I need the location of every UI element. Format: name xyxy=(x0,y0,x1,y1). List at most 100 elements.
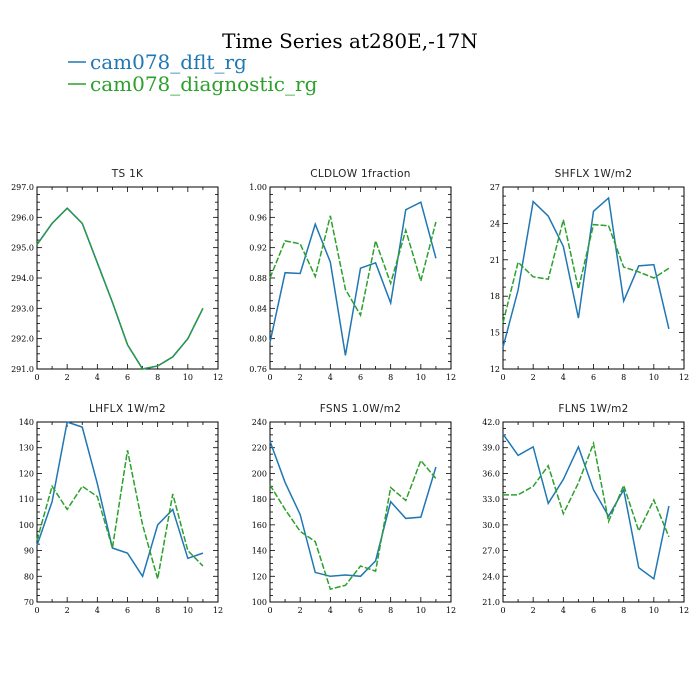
panel-title: CLDLOW 1fraction xyxy=(310,168,411,180)
y-tick-label: 120 xyxy=(252,572,267,581)
panel-title: LHFLX 1W/m2 xyxy=(89,403,166,415)
panel-4: LHFLX 1W/m2 0 2 4 6 8 10 12 70 80 90 100 110 120 130 14… xyxy=(19,403,223,615)
x-tick-label: 2 xyxy=(531,606,536,615)
x-tick-label: 10 xyxy=(649,606,659,615)
x-tick-label: 2 xyxy=(531,373,536,382)
x-tick-label: 6 xyxy=(358,373,363,382)
y-tick-label: 39.0 xyxy=(482,444,500,453)
y-tick-label: 296.0 xyxy=(11,213,34,222)
y-tick-label: 36.0 xyxy=(482,469,500,478)
y-tick-label: 18 xyxy=(490,292,500,301)
y-tick-label: 33.0 xyxy=(482,495,500,504)
x-tick-label: 8 xyxy=(388,373,393,382)
axes-frame xyxy=(36,186,219,370)
y-tick-label: 240 xyxy=(252,418,267,427)
x-tick-label: 8 xyxy=(155,606,160,615)
y-tick-label: 130 xyxy=(19,444,34,453)
y-tick-label: 80 xyxy=(24,572,34,581)
x-tick-label: 12 xyxy=(213,373,223,382)
x-tick-label: 12 xyxy=(679,373,689,382)
x-tick-label: 4 xyxy=(561,606,566,615)
series-line-dflt xyxy=(36,207,204,370)
x-tick-label: 4 xyxy=(328,606,333,615)
series-line-dflt xyxy=(269,441,437,578)
series-line-dflt xyxy=(502,433,670,581)
x-tick-label: 10 xyxy=(183,606,193,615)
y-tick-label: 292.0 xyxy=(11,335,34,344)
x-tick-label: 6 xyxy=(358,606,363,615)
y-tick-label: 294.0 xyxy=(11,274,34,283)
panel-title: TS 1K xyxy=(111,168,144,180)
y-tick-label: 0.88 xyxy=(249,274,267,283)
y-tick-label: 15 xyxy=(490,329,500,338)
y-tick-label: 1.00 xyxy=(249,183,267,192)
y-tick-label: 70 xyxy=(24,598,34,607)
y-tick-label: 24.0 xyxy=(482,572,500,581)
x-tick-label: 12 xyxy=(213,606,223,615)
x-tick-label: 2 xyxy=(298,606,303,615)
x-tick-label: 10 xyxy=(649,373,659,382)
y-tick-label: 110 xyxy=(19,495,34,504)
x-tick-label: 12 xyxy=(446,606,456,615)
y-tick-label: 0.84 xyxy=(249,304,267,313)
x-tick-label: 8 xyxy=(388,606,393,615)
x-tick-label: 2 xyxy=(298,373,303,382)
y-tick-label: 90 xyxy=(24,547,34,556)
panel-2: CLDLOW 1fraction 0 2 4 6 8 10 12 0.76 0.80 0.84 0.8… xyxy=(249,168,456,382)
panel-6: FLNS 1W/m2 0 2 4 6 8 10 12 21.0 24.0 27.0 30.0 33.0 3… xyxy=(482,403,689,615)
series-line-diagnostic xyxy=(269,459,437,591)
y-tick-label: 42.0 xyxy=(482,418,500,427)
y-tick-label: 100 xyxy=(252,598,267,607)
series-line-diagnostic xyxy=(36,207,204,370)
y-tick-label: 0.76 xyxy=(249,365,267,374)
legend-label-diagnostic: cam078_diagnostic_rg xyxy=(90,72,318,96)
y-tick-label: 30.0 xyxy=(482,521,500,530)
series-line-diagnostic xyxy=(269,215,437,318)
x-tick-label: 0 xyxy=(34,606,39,615)
x-tick-label: 10 xyxy=(416,373,426,382)
y-tick-label: 27.0 xyxy=(482,547,500,556)
y-tick-label: 0.80 xyxy=(249,335,267,344)
y-tick-label: 295.0 xyxy=(11,244,34,253)
y-tick-label: 291.0 xyxy=(11,365,34,374)
series-line-dflt xyxy=(269,201,437,356)
y-tick-label: 21 xyxy=(490,256,500,265)
y-tick-label: 27 xyxy=(490,183,500,192)
y-tick-label: 0.96 xyxy=(249,213,267,222)
legend: cam078_dflt_rg cam078_diagnostic_rg xyxy=(68,50,318,96)
axes-frame xyxy=(36,421,219,603)
x-tick-label: 6 xyxy=(125,373,130,382)
y-tick-label: 140 xyxy=(252,547,267,556)
panel-title: SHFLX 1W/m2 xyxy=(555,168,633,180)
x-tick-label: 10 xyxy=(183,373,193,382)
y-tick-label: 297.0 xyxy=(11,183,34,192)
x-tick-label: 0 xyxy=(500,373,505,382)
y-tick-label: 160 xyxy=(252,521,267,530)
x-tick-label: 0 xyxy=(34,373,39,382)
axes-frame xyxy=(269,421,452,603)
x-tick-label: 0 xyxy=(267,373,272,382)
x-tick-label: 6 xyxy=(591,606,596,615)
series-line-diagnostic xyxy=(36,450,204,580)
figure-title: Time Series at280E,-17N xyxy=(222,29,478,53)
x-tick-label: 2 xyxy=(65,606,70,615)
x-tick-label: 6 xyxy=(591,373,596,382)
y-tick-label: 180 xyxy=(252,495,267,504)
y-tick-label: 120 xyxy=(19,469,34,478)
x-tick-label: 10 xyxy=(416,606,426,615)
panel-1: TS 1K 0 2 4 6 8 10 12 291.0 292.0 293.0 294.0 295.0 2… xyxy=(11,168,223,382)
series-line-dflt xyxy=(36,421,204,579)
panel-title: FSNS 1.0W/m2 xyxy=(320,403,402,415)
panels: TS 1K0 2 4 6 8 10 12291.0292.0293.0294.0295.02… xyxy=(11,168,689,615)
x-tick-label: 6 xyxy=(125,606,130,615)
x-tick-label: 2 xyxy=(65,373,70,382)
y-tick-label: 24 xyxy=(490,219,500,228)
y-tick-label: 0.92 xyxy=(249,244,267,253)
series-line-diagnostic xyxy=(503,440,670,538)
y-tick-label: 12 xyxy=(490,365,500,374)
x-tick-label: 0 xyxy=(267,606,272,615)
x-tick-label: 4 xyxy=(95,373,100,382)
x-tick-label: 8 xyxy=(155,373,160,382)
